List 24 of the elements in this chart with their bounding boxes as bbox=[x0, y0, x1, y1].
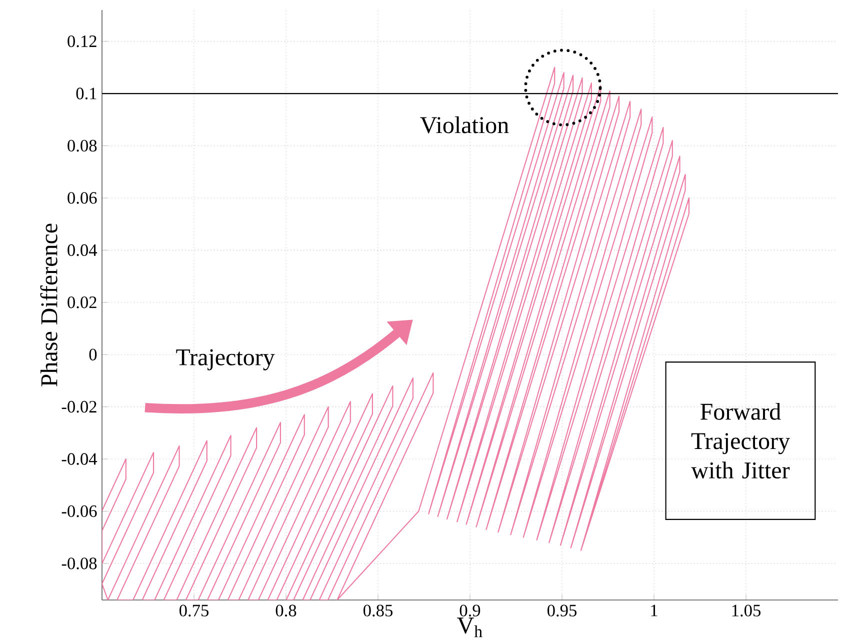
y-tick-label: 0 bbox=[89, 348, 97, 360]
annotation: Violation bbox=[420, 116, 509, 134]
y-tick-label: 0.02 bbox=[68, 296, 96, 308]
y-axis-title: Phase Difference bbox=[40, 224, 58, 386]
x-tick-label: 1.05 bbox=[732, 604, 760, 616]
y-tick-label: 0.06 bbox=[68, 192, 97, 204]
x-tick-label: 1 bbox=[651, 604, 658, 616]
x-tick-label: 0.85 bbox=[364, 604, 392, 616]
y-tick-label: 0.1 bbox=[76, 88, 96, 100]
x-tick-label: 0.75 bbox=[180, 604, 208, 616]
y-tick-label: 0.04 bbox=[68, 244, 98, 256]
y-tick-label: 0.08 bbox=[68, 140, 97, 152]
y-tick-label: -0.08 bbox=[62, 558, 97, 570]
x-tick-label: 0.8 bbox=[276, 604, 296, 616]
annotation: Trajectory bbox=[176, 349, 275, 370]
annotation: Forward Trajectory with Jitter bbox=[691, 402, 790, 479]
y-tick-label: -0.04 bbox=[62, 453, 98, 465]
y-tick-label: -0.02 bbox=[62, 400, 96, 413]
line-series bbox=[102, 66, 690, 600]
y-tick-label: -0.06 bbox=[62, 505, 97, 518]
x-tick-label: 0.9 bbox=[460, 604, 480, 616]
x-tick-label: 0.95 bbox=[548, 604, 576, 616]
x-axis-title: V$_{h}$ bbox=[457, 618, 482, 638]
y-tick-label: 0.12 bbox=[68, 35, 96, 48]
